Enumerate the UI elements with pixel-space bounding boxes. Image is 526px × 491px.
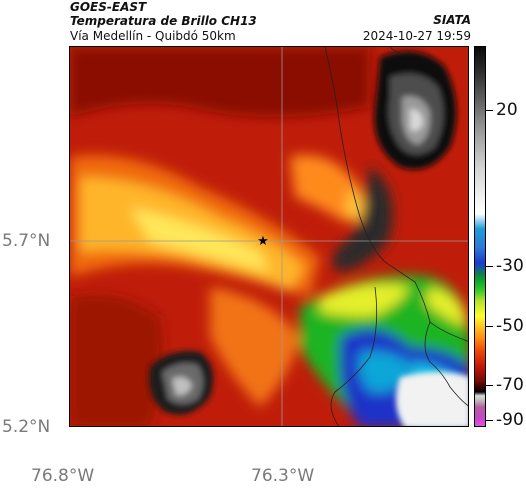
cold-cloud-tops [149,51,468,426]
datetime-label: 2024-10-27 19:59 [362,29,471,43]
colorbar-tick [486,266,493,267]
source-label: SIATA [433,13,471,27]
longitude-tick-label: 76.3°W [251,466,315,486]
border-line [424,321,468,407]
colorbar-tick-label: -30 [496,256,524,276]
colorbar [474,46,486,427]
colorbar-tick-label: -50 [496,316,524,336]
colorbar-tick [486,385,493,386]
border-line [389,47,411,55]
border-line [324,47,468,342]
map-canvas: ★ [70,47,468,426]
colorbar-tick [486,110,493,111]
colorbar-tick-label: -90 [496,410,524,430]
colorbar-tick-label: 20 [496,100,518,120]
brightness-temperature-map: ★ [69,46,469,427]
colorbar-tick [486,420,493,421]
location-star-icon: ★ [257,234,269,249]
border-line [330,286,378,426]
colorbar-tick [486,326,493,327]
region-subtitle: Vía Medellín - Quibdó 50km [70,29,236,43]
latitude-tick-label: 5.7°N [2,231,51,251]
satellite-title: GOES-EAST [70,0,147,14]
longitude-tick-label: 76.8°W [31,466,95,486]
latitude-tick-label: 5.2°N [2,417,51,437]
colorbar-tick-label: -70 [496,375,524,395]
product-title: Temperatura de Brillo CH13 [70,14,257,28]
